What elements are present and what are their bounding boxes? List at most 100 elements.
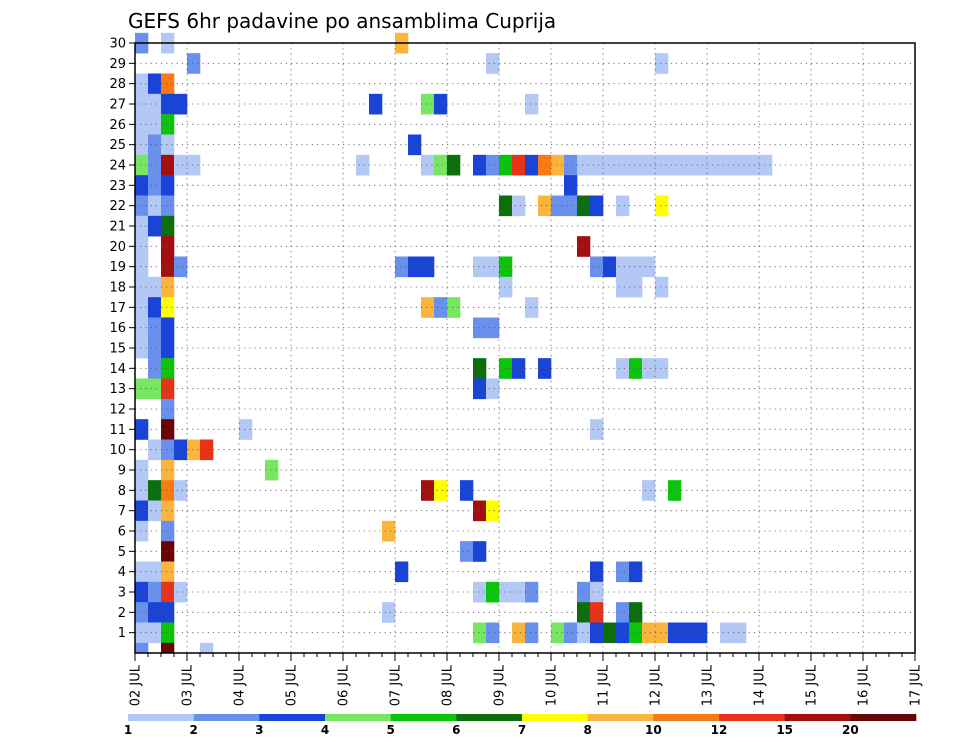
heatmap-cell [148, 297, 162, 318]
heatmap-cell [135, 337, 149, 359]
heatmap-cell [200, 439, 214, 461]
heatmap-cell [603, 154, 617, 176]
heatmap-cell [148, 480, 162, 501]
heatmap-cell [720, 622, 734, 644]
heatmap-cell [577, 195, 591, 217]
heatmap-cell [148, 317, 162, 339]
heatmap-cell [629, 602, 643, 623]
heatmap-cell [577, 602, 591, 623]
y-tick-label: 30 [109, 37, 126, 52]
heatmap-cell [265, 459, 279, 481]
heatmap-cell [733, 154, 747, 176]
heatmap-cell [148, 215, 162, 237]
heatmap-cell [174, 480, 188, 501]
heatmap-cell [135, 114, 149, 135]
heatmap-cell [551, 154, 565, 176]
y-tick-label: 20 [109, 240, 126, 255]
heatmap-cell [564, 154, 578, 176]
heatmap-cell [161, 317, 175, 339]
heatmap-cell [629, 561, 643, 583]
heatmap-cell [161, 419, 175, 440]
heatmap-cell [499, 581, 513, 603]
heatmap-cell [525, 154, 539, 176]
heatmap-cell [148, 622, 162, 644]
heatmap-cell [161, 602, 175, 623]
heatmap-cell [616, 276, 630, 298]
legend-label: 1 [124, 723, 132, 737]
heatmap-cell [512, 195, 526, 217]
heatmap-cell [148, 500, 162, 522]
heatmap-cell [473, 256, 487, 278]
heatmap-cell [616, 154, 630, 176]
x-tick-label: 06 JUL [337, 664, 352, 706]
heatmap-cell [655, 154, 669, 176]
legend-swatch [522, 714, 588, 721]
heatmap-cell [668, 622, 682, 644]
heatmap-cell [135, 134, 149, 156]
heatmap-cell [629, 622, 643, 644]
heatmap-cell [525, 622, 539, 644]
heatmap-cell [616, 622, 630, 644]
x-tick-label: 10 JUL [545, 664, 560, 706]
heatmap-cell [473, 317, 487, 339]
heatmap-cell [473, 622, 487, 644]
x-tick-label: 14 JUL [753, 664, 768, 706]
heatmap-cell [512, 358, 526, 379]
heatmap-cell [421, 480, 435, 501]
heatmap-cell [135, 581, 149, 603]
y-tick-label: 5 [118, 545, 126, 560]
heatmap-cell [369, 93, 383, 115]
heatmap-cell [447, 154, 461, 176]
heatmap-cell [447, 297, 461, 318]
heatmap-cell [590, 581, 604, 603]
heatmap-cell [694, 622, 708, 644]
y-tick-label: 17 [109, 301, 126, 316]
y-tick-label: 22 [109, 199, 126, 214]
heatmap-cell [642, 622, 656, 644]
heatmap-cell [590, 602, 604, 623]
y-tick-label: 29 [109, 57, 126, 72]
heatmap-cell [161, 561, 175, 583]
heatmap-cell [161, 622, 175, 644]
heatmap-cell [161, 215, 175, 237]
legend-label: 4 [321, 723, 329, 737]
x-tick-label: 05 JUL [285, 664, 300, 706]
heatmap-cell [551, 622, 565, 644]
heatmap-cell [434, 480, 448, 501]
heatmap-cell [408, 134, 422, 156]
heatmap-cell [161, 93, 175, 115]
y-tick-label: 19 [109, 260, 126, 275]
heatmap-cell [161, 154, 175, 176]
heatmap-cell [460, 480, 474, 501]
chart-title: GEFS 6hr padavine po ansamblima Cuprija [128, 9, 556, 33]
legend-swatch [587, 714, 654, 721]
y-axis: 1234567891011121314151617181920212223242… [109, 37, 135, 641]
heatmap-cell [187, 154, 201, 176]
heatmap-cell [577, 622, 591, 644]
legend-swatch [850, 714, 917, 721]
heatmap-cell [161, 276, 175, 298]
heatmap-cell [668, 480, 682, 501]
y-tick-label: 18 [109, 281, 126, 296]
heatmap-cell [564, 622, 578, 644]
heatmap-cell [759, 154, 773, 176]
heatmap-cell [148, 439, 162, 461]
heatmap-cell [694, 154, 708, 176]
heatmap-cell [525, 581, 539, 603]
heatmap-cell [148, 337, 162, 359]
heatmap-cell [538, 195, 552, 217]
heatmap-cell [590, 256, 604, 278]
y-tick-label: 21 [109, 220, 126, 235]
y-tick-label: 11 [109, 423, 126, 438]
x-tick-label: 09 JUL [493, 664, 508, 706]
heatmap-cell [148, 358, 162, 379]
heatmap-cell [603, 256, 617, 278]
heatmap-cell [161, 520, 175, 542]
heatmap-cell [135, 73, 149, 95]
heatmap-cell [616, 561, 630, 583]
legend-swatch [259, 714, 326, 721]
heatmap-cell [174, 93, 188, 115]
heatmap-cell [135, 154, 149, 176]
y-tick-label: 27 [109, 98, 126, 113]
heatmap-cell [434, 297, 448, 318]
